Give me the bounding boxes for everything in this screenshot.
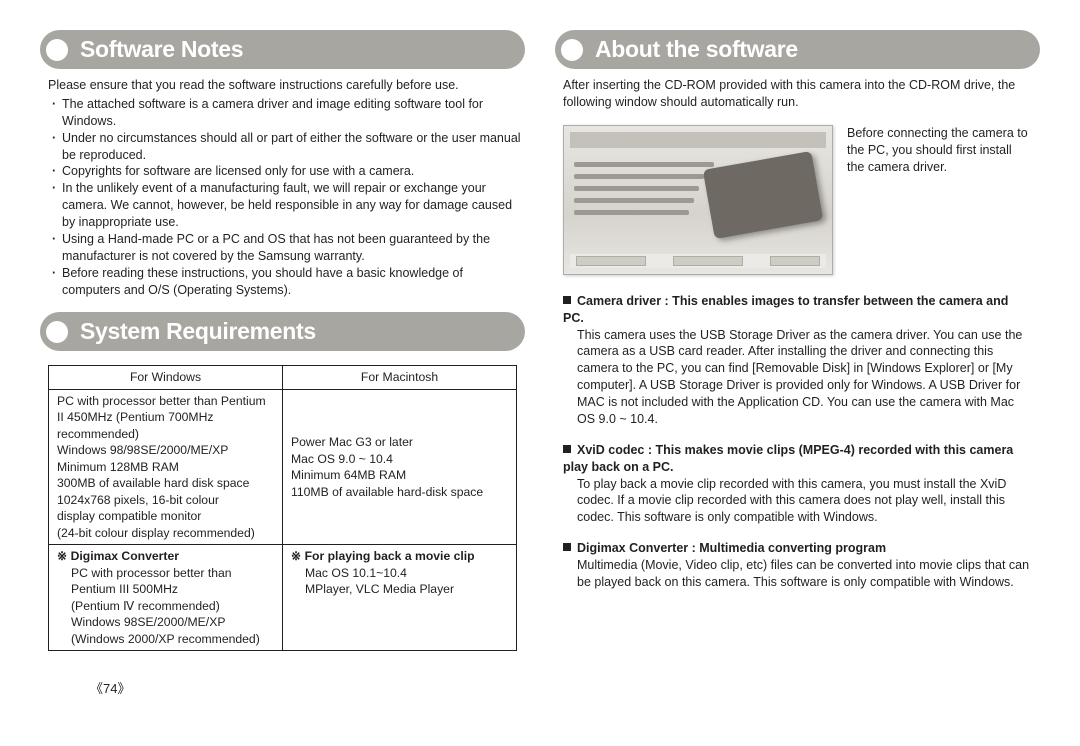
digimax-converter-body: PC with processor better than Pentium II… bbox=[57, 565, 274, 647]
table-cell-mac-req: Power Mac G3 or later Mac OS 9.0 ~ 10.4 … bbox=[283, 389, 517, 544]
section-title: Software Notes bbox=[80, 34, 243, 65]
table-header-mac: For Macintosh bbox=[283, 366, 517, 389]
header-bullet-icon bbox=[561, 39, 583, 61]
header-bullet-icon bbox=[46, 321, 68, 343]
header-bullet-icon bbox=[46, 39, 68, 61]
feature-digimax-converter: Digimax Converter : Multimedia convertin… bbox=[555, 540, 1040, 591]
about-intro: After inserting the CD-ROM provided with… bbox=[563, 77, 1036, 111]
feature-title: Camera driver : This enables images to t… bbox=[563, 294, 1008, 325]
page-number: 《74》 bbox=[90, 680, 130, 698]
section-header-system-requirements: System Requirements bbox=[40, 312, 525, 351]
digimax-converter-title: ※ Digimax Converter bbox=[57, 548, 274, 564]
feature-desc: To play back a movie clip recorded with … bbox=[563, 476, 1032, 527]
bullet-item: In the unlikely event of a manufacturing… bbox=[52, 180, 521, 231]
feature-title: XviD codec : This makes movie clips (MPE… bbox=[563, 443, 1013, 474]
square-bullet-icon bbox=[563, 296, 571, 304]
bullet-item: Before reading these instructions, you s… bbox=[52, 265, 521, 299]
section-title: About the software bbox=[595, 34, 798, 65]
square-bullet-icon bbox=[563, 445, 571, 453]
square-bullet-icon bbox=[563, 543, 571, 551]
feature-desc: Multimedia (Movie, Video clip, etc) file… bbox=[563, 557, 1032, 591]
table-cell-windows-req: PC with processor better than Pentium II… bbox=[49, 389, 283, 544]
table-cell-digimax-converter: ※ Digimax Converter PC with processor be… bbox=[49, 545, 283, 651]
table-header-windows: For Windows bbox=[49, 366, 283, 389]
installer-screenshot bbox=[563, 125, 833, 275]
movie-playback-body: Mac OS 10.1~10.4 MPlayer, VLC Media Play… bbox=[291, 565, 508, 598]
movie-playback-title: ※ For playing back a movie clip bbox=[291, 548, 508, 564]
section-header-software-notes: Software Notes bbox=[40, 30, 525, 69]
notes-bullet-list: The attached software is a camera driver… bbox=[48, 96, 521, 299]
feature-xvid-codec: XviD codec : This makes movie clips (MPE… bbox=[555, 442, 1040, 526]
feature-camera-driver: Camera driver : This enables images to t… bbox=[555, 293, 1040, 428]
photo-note: Before connecting the camera to the PC, … bbox=[847, 125, 1032, 176]
bullet-item: Copyrights for software are licensed onl… bbox=[52, 163, 521, 180]
bullet-item: Under no circumstances should all or par… bbox=[52, 130, 521, 164]
intro-text: Please ensure that you read the software… bbox=[48, 77, 521, 94]
section-header-about-software: About the software bbox=[555, 30, 1040, 69]
table-cell-movie-playback: ※ For playing back a movie clip Mac OS 1… bbox=[283, 545, 517, 651]
bullet-item: The attached software is a camera driver… bbox=[52, 96, 521, 130]
feature-title: Digimax Converter : Multimedia convertin… bbox=[577, 541, 886, 555]
feature-desc: This camera uses the USB Storage Driver … bbox=[563, 327, 1032, 428]
section-title: System Requirements bbox=[80, 316, 316, 347]
system-requirements-table: For Windows For Macintosh PC with proces… bbox=[48, 365, 517, 651]
bullet-item: Using a Hand-made PC or a PC and OS that… bbox=[52, 231, 521, 265]
